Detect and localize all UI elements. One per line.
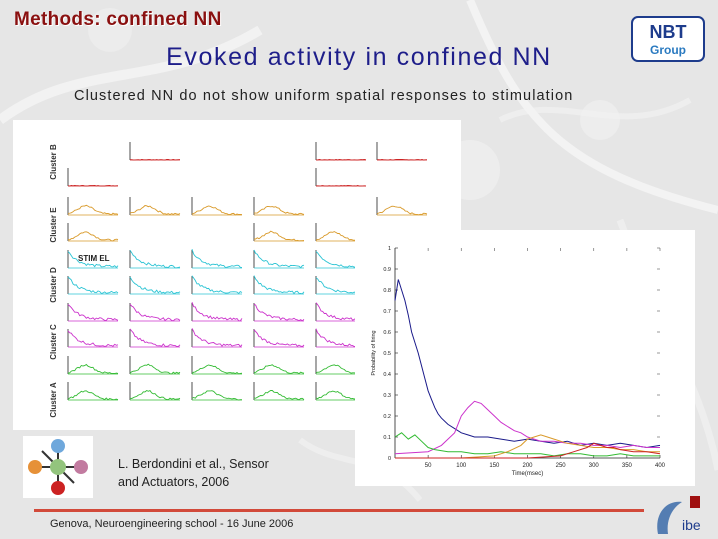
psth-cell	[253, 275, 305, 295]
psth-cell	[191, 356, 243, 375]
psth-cell	[67, 197, 119, 216]
x-tick-label: 400	[655, 463, 666, 469]
psth-cell	[253, 382, 305, 401]
psth-cell	[191, 382, 242, 401]
series-line-5	[395, 442, 661, 459]
stim-electrode-label: STIM EL	[78, 254, 110, 263]
x-tick-label: 150	[489, 463, 500, 469]
psth-cell	[253, 197, 305, 216]
cluster-row-label: Cluster E	[49, 207, 58, 243]
cluster-row-label: Cluster D	[49, 267, 58, 303]
y-tick-label: 0.1	[383, 435, 391, 441]
psth-cell	[67, 303, 119, 322]
psth-cell	[191, 328, 243, 348]
psth-cell	[315, 142, 367, 161]
psth-cell	[191, 275, 243, 295]
y-tick-label: 0.8	[383, 288, 391, 294]
y-tick-label: 0.9	[383, 267, 391, 273]
reference-line-2: and Actuators, 2006	[118, 475, 230, 489]
reference-line-1: L. Berdondini et al., Sensor	[118, 457, 269, 471]
y-tick-label: 0.3	[383, 393, 391, 399]
x-tick-label: 50	[425, 463, 432, 469]
psth-cell	[376, 142, 428, 161]
probability-chart-panel: 0 0.1 0.2 0.3 0.4 0.5 0.6 0.7 0.8 0.9 1 50 100 150 200…	[355, 230, 695, 486]
psth-cell	[67, 356, 119, 375]
psth-cell	[67, 168, 119, 187]
cluster-row-label: Cluster C	[49, 324, 58, 360]
series-line-1	[394, 279, 661, 449]
y-tick-label: 1	[388, 246, 391, 252]
psth-cell	[191, 248, 243, 269]
y-tick-label: 0.5	[383, 351, 391, 357]
x-tick-label: 200	[522, 463, 533, 469]
psth-cell	[191, 197, 243, 216]
psth-cell	[129, 303, 181, 322]
psth-cell	[253, 356, 305, 375]
psth-cell	[129, 197, 181, 216]
psth-cell	[129, 328, 181, 348]
psth-cell	[129, 276, 181, 295]
reference-citation: L. Berdondini et al., Sensor and Actuato…	[118, 455, 269, 491]
slide-subtitle: Clustered NN do not show uniform spatial…	[74, 88, 574, 104]
nbt-logo-line1: NBT	[650, 22, 687, 42]
cluster-schematic-logo	[23, 436, 93, 498]
x-tick-label: 250	[556, 463, 567, 469]
nbt-logo-line2: Group	[650, 43, 686, 57]
psth-cell	[315, 168, 367, 187]
nbt-group-logo: NBT Group	[631, 16, 705, 62]
cluster-row-label: Cluster B	[49, 144, 58, 180]
y-tick-label: 0.6	[383, 330, 391, 336]
section-header: Methods: confined NN	[14, 9, 222, 30]
psth-cell	[253, 249, 305, 269]
dibe-logo-text: ibe	[682, 517, 701, 533]
psth-cell	[67, 382, 119, 401]
psth-cell	[67, 223, 119, 242]
x-tick-label: 350	[622, 463, 633, 469]
y-axis-label: Probability of firing	[371, 330, 377, 375]
y-tick-label: 0.2	[383, 414, 391, 420]
psth-cell	[253, 303, 305, 322]
x-axis-label: Time(msec)	[512, 471, 543, 477]
y-tick-label: 0.7	[383, 309, 391, 315]
cluster-row-label: Cluster A	[49, 382, 58, 417]
series-line-2	[394, 400, 660, 455]
psth-cell	[129, 356, 181, 375]
x-tick-label: 100	[456, 463, 467, 469]
psth-cell	[67, 276, 119, 295]
slide-title: Evoked activity in confined NN	[166, 43, 552, 71]
psth-cell	[67, 250, 119, 269]
y-tick-label: 0.4	[383, 372, 391, 378]
x-tick-label: 300	[589, 463, 600, 469]
series-line-4	[395, 434, 660, 459]
psth-cell	[253, 329, 305, 348]
footer-rule	[34, 509, 644, 512]
psth-cell	[129, 382, 181, 401]
psth-cell	[129, 250, 181, 269]
psth-cell	[376, 197, 428, 216]
footer-text: Genova, Neuroengineering school - 16 Jun…	[50, 518, 294, 530]
dibe-logo: ibe	[657, 496, 701, 534]
series-line-3	[394, 432, 660, 457]
psth-cell	[67, 329, 119, 348]
psth-cell	[129, 142, 181, 161]
psth-cell	[253, 223, 305, 242]
psth-cell	[191, 302, 243, 322]
y-tick-label: 0	[388, 456, 391, 462]
